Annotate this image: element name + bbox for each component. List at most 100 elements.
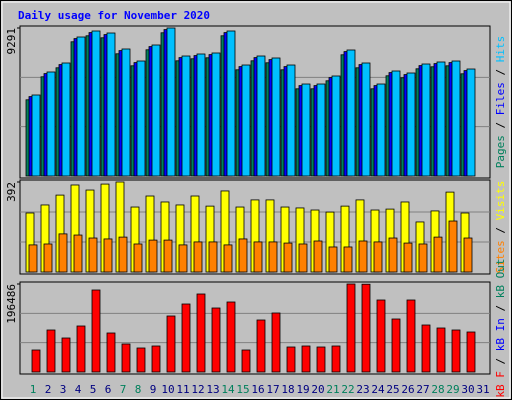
legend-separator: / [494, 298, 507, 318]
x-tick-label: 13 [206, 383, 219, 396]
legend-entry: Hits [494, 36, 507, 63]
bar [463, 237, 473, 273]
bar [406, 72, 416, 177]
bar [406, 299, 416, 373]
bar [103, 238, 113, 273]
x-tick-label: 19 [296, 383, 309, 396]
bar [91, 30, 101, 177]
x-tick-label: 24 [371, 383, 385, 396]
x-tick-label: 17 [266, 383, 279, 396]
bar [286, 346, 296, 373]
bar [241, 349, 251, 373]
bar [58, 233, 68, 273]
x-tick-label: 2 [45, 383, 52, 396]
bar [73, 234, 83, 273]
bar [148, 239, 158, 273]
bar [196, 293, 206, 373]
legend-entry: Sites [494, 240, 507, 273]
bar [151, 44, 161, 177]
x-tick-label: 25 [386, 383, 399, 396]
bar [451, 329, 461, 373]
bar [31, 349, 41, 373]
x-tick-label: 12 [191, 383, 204, 396]
bar [388, 237, 398, 273]
bar [166, 27, 176, 177]
x-tick-label: 27 [416, 383, 429, 396]
bar [373, 241, 383, 273]
bar [376, 83, 386, 177]
bar [226, 30, 236, 177]
bar [271, 57, 281, 177]
bar [241, 64, 251, 177]
legend-entry: Pages [494, 135, 507, 168]
bar [136, 347, 146, 373]
x-tick-label: 8 [135, 383, 142, 396]
bar [301, 345, 311, 373]
bar [451, 60, 461, 177]
bar [343, 246, 353, 273]
bar [181, 55, 191, 177]
bar [181, 303, 191, 373]
legend-entry: Visits [494, 181, 507, 221]
bar [46, 71, 56, 177]
bar [196, 53, 206, 177]
bar [46, 329, 56, 373]
bar [163, 239, 173, 273]
x-tick-label: 21 [326, 383, 339, 396]
bar [403, 242, 413, 273]
bar [61, 62, 71, 177]
bar [331, 345, 341, 373]
x-tick-label: 31 [476, 383, 489, 396]
bar [166, 315, 176, 373]
bar [433, 236, 443, 273]
bar [31, 94, 41, 177]
y-tick-label: 392 [5, 182, 18, 202]
bar [298, 243, 308, 273]
bar [331, 75, 341, 177]
x-tick-label: 28 [431, 383, 444, 396]
bar [118, 236, 128, 273]
panel-frame [19, 281, 491, 375]
bar [466, 331, 476, 373]
bar [313, 240, 323, 273]
bar [256, 55, 266, 177]
bar [178, 244, 188, 273]
bar [346, 49, 356, 177]
bar [418, 243, 428, 273]
x-tick-label: 1 [30, 383, 37, 396]
bar [361, 283, 371, 373]
legend-separator: / [494, 62, 507, 82]
bar [283, 242, 293, 273]
y-tick-label: 196486 [5, 284, 18, 324]
x-tick-label: 11 [176, 383, 189, 396]
bar [301, 83, 311, 177]
bar [76, 36, 86, 177]
bar [193, 241, 203, 273]
x-tick-label: 30 [461, 383, 474, 396]
x-tick-label: 14 [221, 383, 235, 396]
bar [271, 312, 281, 373]
legend: Pages / Files / Hits [494, 36, 507, 169]
x-tick-label: 10 [161, 383, 174, 396]
bar [211, 307, 221, 373]
x-tick-label: 26 [401, 383, 414, 396]
bar [391, 318, 401, 373]
bar [376, 299, 386, 373]
x-tick-label: 18 [281, 383, 294, 396]
bar [391, 70, 401, 177]
bar [238, 238, 248, 273]
bar [346, 283, 356, 373]
bar [121, 343, 131, 373]
x-tick-label: 7 [120, 383, 127, 396]
bar [256, 319, 266, 373]
bar [436, 327, 446, 373]
bar [106, 332, 116, 373]
bar [88, 237, 98, 273]
legend: Sites / Visits [494, 181, 507, 274]
x-tick-label: 6 [105, 383, 112, 396]
bar [223, 244, 233, 273]
bar [316, 346, 326, 373]
legend-entry: kB In [494, 318, 507, 351]
